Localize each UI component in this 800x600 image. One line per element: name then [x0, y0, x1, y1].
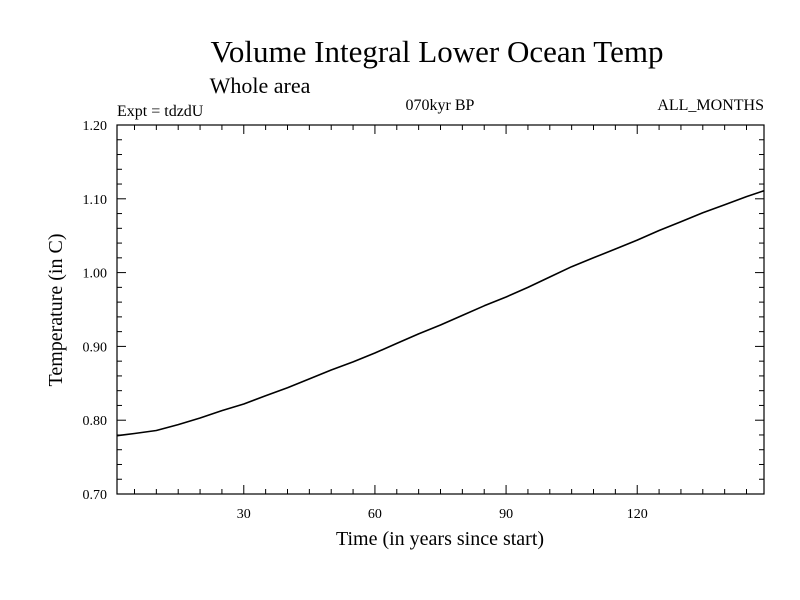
x-tick-labels: 30 60 90 120 [237, 507, 648, 522]
chart-title: Volume Integral Lower Ocean Temp [211, 34, 664, 69]
chart-subtitle: Whole area [210, 73, 311, 98]
plot-frame [116, 124, 765, 495]
y-tick-label: 1.20 [83, 119, 108, 134]
x-tick-label: 120 [627, 507, 648, 522]
y-tick-label: 1.10 [83, 193, 108, 208]
y-tick-labels: 0.70 0.80 0.90 1.00 1.10 1.20 [83, 119, 108, 503]
x-tick-label: 60 [368, 507, 382, 522]
period-label: 070kyr BP [406, 97, 475, 114]
x-tick-label: 30 [237, 507, 251, 522]
y-tick-label: 0.80 [83, 414, 108, 429]
x-tick-label: 90 [499, 507, 513, 522]
x-axis-label: Time (in years since start) [336, 528, 544, 550]
y-tick-label: 0.70 [83, 488, 108, 503]
y-tick-label: 0.90 [83, 340, 108, 355]
months-label: ALL_MONTHS [657, 97, 764, 114]
y-axis-label: Temperature (in C) [45, 234, 67, 387]
temperature-series-line [116, 189, 765, 437]
axis-ticks [117, 124, 764, 495]
experiment-label: Expt = tdzdU [117, 103, 204, 120]
y-tick-label: 1.00 [83, 267, 108, 282]
